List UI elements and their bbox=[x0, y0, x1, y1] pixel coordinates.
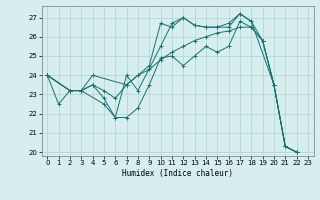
X-axis label: Humidex (Indice chaleur): Humidex (Indice chaleur) bbox=[122, 169, 233, 178]
